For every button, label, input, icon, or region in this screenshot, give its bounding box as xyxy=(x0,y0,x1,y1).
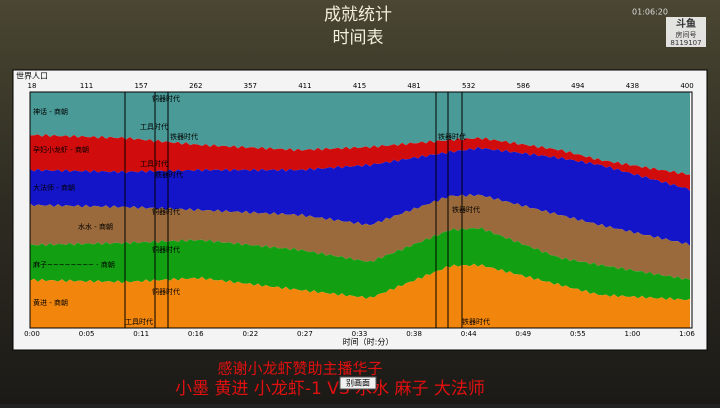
age-marker: 铜器时代 xyxy=(152,287,180,296)
room-id: 8119107 xyxy=(670,39,701,47)
time-label: 0:05 xyxy=(79,330,95,338)
sponsor-caption: 感谢小龙虾赞助主播华子 xyxy=(217,360,382,378)
band-area xyxy=(30,134,690,191)
tooltip-box xyxy=(339,376,377,390)
population-label: 357 xyxy=(244,82,257,90)
time-label: 0:27 xyxy=(297,330,313,338)
population-label: 481 xyxy=(407,82,420,90)
age-marker: 工具时代 xyxy=(140,122,168,131)
time-label: 0:00 xyxy=(24,330,40,338)
logo-box xyxy=(666,17,706,47)
time-label: 0:44 xyxy=(461,330,477,338)
subtitle: 时间表 xyxy=(333,28,384,48)
time-label: 0:49 xyxy=(515,330,531,338)
clock: 01:06:20 xyxy=(632,8,668,17)
room-label: 房间号 xyxy=(676,30,697,39)
age-marker: 铁器时代 xyxy=(155,170,183,179)
tooltip: 别画面 xyxy=(346,379,370,388)
band-area xyxy=(30,263,690,328)
time-label: 0:55 xyxy=(570,330,586,338)
band-area xyxy=(30,227,690,301)
population-label: 262 xyxy=(189,82,202,90)
time-label: 1:06 xyxy=(679,330,695,338)
population-label: 157 xyxy=(134,82,147,90)
population-label: 532 xyxy=(462,82,475,90)
band-area xyxy=(30,193,690,280)
band-label: 麻子~~~~~~~~ - 商朝 xyxy=(33,260,115,269)
population-label: 411 xyxy=(298,82,311,90)
population-label: 494 xyxy=(571,82,585,90)
band-area xyxy=(30,146,690,246)
band-label: 大法师 - 商朝 xyxy=(33,183,75,192)
panel-title: 世界人口 xyxy=(16,71,48,81)
population-label: 415 xyxy=(353,82,366,90)
band-label: 黄进 - 商朝 xyxy=(33,298,68,307)
logo: 斗鱼 xyxy=(676,17,696,30)
band-label: 水水 - 商朝 xyxy=(78,222,113,231)
age-marker: 铜器时代 xyxy=(152,245,180,254)
age-marker: 铁器时代 xyxy=(462,317,490,326)
population-label: 586 xyxy=(517,82,531,90)
population-label: 438 xyxy=(626,82,639,90)
band-label: 孕妇小龙虾 - 商朝 xyxy=(33,145,89,154)
time-label: 0:33 xyxy=(352,330,368,338)
matchup-caption: 小墨 黄进 小龙虾-1 VS 水水 麻子 大法师 xyxy=(175,379,485,399)
time-label: 1:00 xyxy=(625,330,641,338)
band-area xyxy=(30,92,690,175)
age-marker: 工具时代 xyxy=(140,159,168,168)
age-marker: 铜器时代 xyxy=(152,94,180,103)
age-marker: 铁器时代 xyxy=(438,132,466,141)
x-axis-title: 时间（时:分） xyxy=(343,337,394,347)
plot-frame xyxy=(29,91,693,329)
age-marker: 铁器时代 xyxy=(170,132,198,141)
population-label: 18 xyxy=(28,82,37,90)
title: 成就统计 xyxy=(324,5,392,25)
time-label: 0:11 xyxy=(133,330,149,338)
time-label: 0:16 xyxy=(188,330,204,338)
population-label: 111 xyxy=(80,82,93,90)
population-label: 400 xyxy=(680,82,693,90)
age-marker: 铁器时代 xyxy=(452,205,480,214)
band-label: 神话 - 商朝 xyxy=(33,107,68,116)
time-label: 0:38 xyxy=(406,330,422,338)
age-marker: 铜器时代 xyxy=(152,207,180,216)
age-marker: 工具时代 xyxy=(125,317,153,326)
time-label: 0:22 xyxy=(242,330,258,338)
